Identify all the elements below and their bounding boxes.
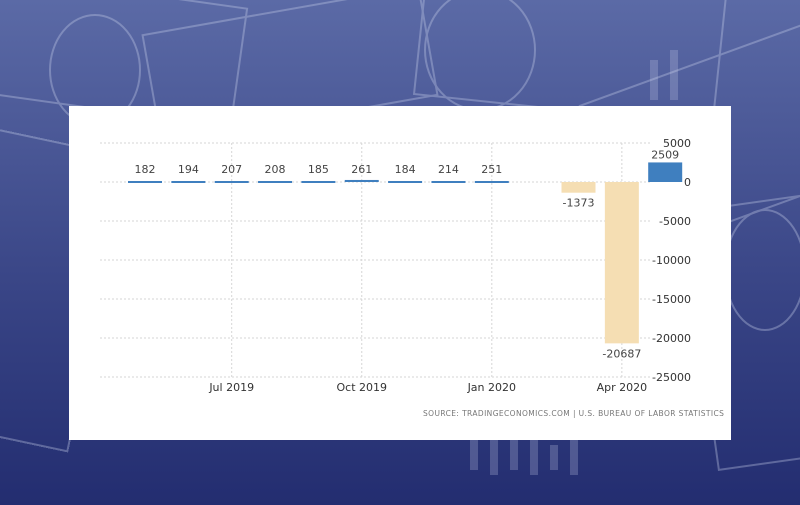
data-label: 214 [438, 163, 459, 176]
data-label: 2509 [651, 148, 679, 161]
source-note: SOURCE: TRADINGECONOMICS.COM | U.S. BURE… [423, 409, 725, 418]
x-tick-label: Jan 2020 [467, 381, 516, 394]
x-tick-label: Apr 2020 [597, 381, 648, 394]
bar-jul-2019 [214, 181, 249, 183]
x-tick-label: Jul 2019 [208, 381, 254, 394]
data-label: -20687 [602, 347, 641, 360]
bar-nov-2019 [388, 181, 423, 183]
chart-card: 182 194 207 208 185 261 184 214 251 -1373 -20687 25… [69, 106, 731, 440]
bar-apr-2020 [604, 182, 639, 344]
bar-chart: 182 194 207 208 185 261 184 214 251 -1373 -20687 25… [100, 137, 691, 394]
data-label: 185 [308, 163, 329, 176]
y-tick-label: -15000 [652, 293, 691, 306]
y-tick-label: -25000 [652, 371, 691, 384]
y-axis: 5000 0 -5000 -10000 -15000 -20000 -25000 [652, 137, 691, 384]
bar-dec-2019 [431, 181, 466, 183]
data-label: 194 [178, 163, 199, 176]
bar-mar-2020 [561, 182, 596, 193]
y-tick-label: 5000 [663, 137, 691, 150]
y-tick-label: -10000 [652, 254, 691, 267]
bar-aug-2019 [258, 181, 293, 183]
y-tick-label: -20000 [652, 332, 691, 345]
y-tick-label: 0 [684, 176, 691, 189]
bar-jun-2019 [171, 181, 206, 183]
data-label: 182 [135, 163, 156, 176]
data-labels: 182 194 207 208 185 261 184 214 251 -1373 -20687 25… [135, 148, 680, 360]
data-label: 184 [395, 163, 416, 176]
bar-may-2019 [128, 181, 162, 183]
y-tick-label: -5000 [659, 215, 691, 228]
data-label: 261 [351, 163, 372, 176]
data-label: 208 [265, 163, 286, 176]
bar-may-2020 [648, 162, 683, 182]
bar-oct-2019 [344, 179, 379, 182]
bar-jan-2020 [474, 181, 509, 183]
bar-sep-2019 [301, 181, 336, 183]
data-label: 207 [221, 163, 242, 176]
data-label: 251 [481, 163, 502, 176]
bars [128, 162, 683, 344]
x-tick-label: Oct 2019 [336, 381, 387, 394]
grid-lines [100, 142, 651, 378]
x-axis: Jul 2019 Oct 2019 Jan 2020 Apr 2020 [208, 381, 647, 394]
data-label: -1373 [563, 197, 595, 210]
